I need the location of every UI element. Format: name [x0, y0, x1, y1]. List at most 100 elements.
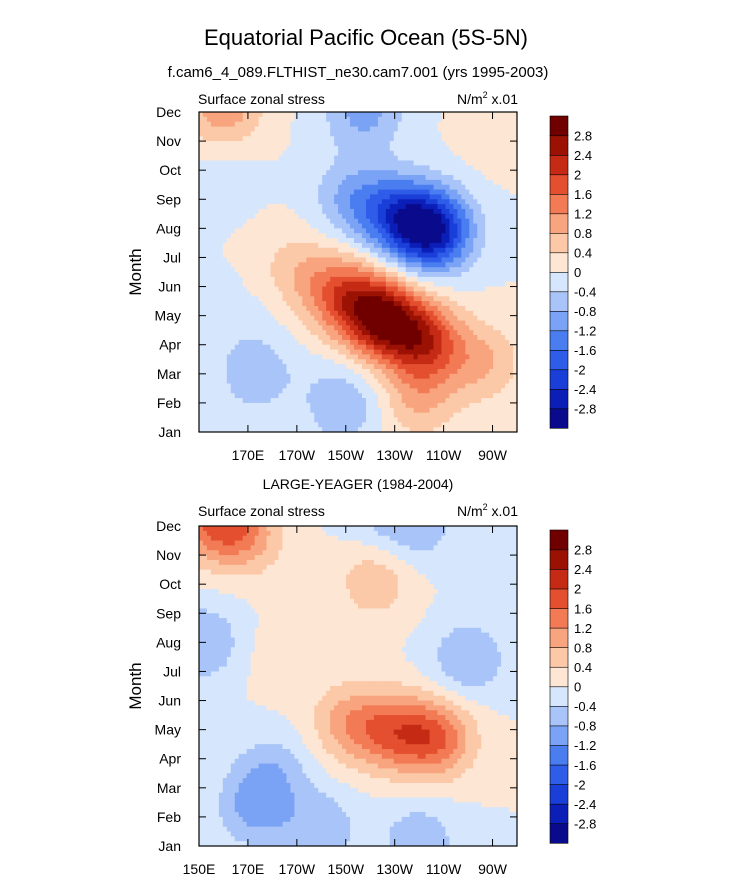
field-cell	[429, 272, 435, 278]
field-cell	[290, 112, 296, 118]
field-cell	[326, 199, 331, 205]
field-cell	[318, 412, 323, 419]
field-cell	[437, 276, 443, 283]
field-cell	[322, 228, 327, 234]
field-cell	[262, 320, 268, 326]
field-cell	[210, 398, 216, 404]
field-cell	[266, 339, 272, 346]
field-cell	[481, 242, 486, 249]
field-cell	[485, 121, 490, 128]
field-cell	[477, 398, 482, 404]
field-cell	[401, 276, 407, 283]
field-cell	[266, 228, 272, 234]
field-cell	[369, 349, 375, 356]
field-cell	[461, 291, 466, 297]
field-cell	[250, 175, 256, 181]
field-cell	[318, 257, 323, 263]
field-cell	[369, 364, 375, 370]
field-cell	[358, 126, 363, 132]
field-cell	[377, 427, 383, 432]
field-cell	[242, 407, 248, 414]
field-cell	[389, 262, 395, 268]
field-cell	[238, 116, 244, 123]
field-cell	[310, 223, 315, 229]
field-cell	[334, 305, 339, 312]
field-cell	[449, 286, 455, 292]
field-cell	[457, 189, 462, 196]
field-cell	[489, 373, 494, 380]
field-cell	[461, 359, 466, 365]
field-cell	[258, 262, 264, 268]
field-cell	[365, 427, 371, 432]
field-cell	[230, 373, 236, 380]
field-cell	[234, 165, 240, 171]
field-cell	[282, 160, 288, 166]
field-cell	[461, 160, 466, 166]
field-cell	[350, 349, 355, 356]
field-cell	[485, 398, 490, 404]
field-cell	[286, 136, 292, 142]
field-cell	[354, 291, 359, 297]
field-cell	[373, 218, 379, 225]
field-cell	[306, 359, 311, 365]
field-cell	[433, 296, 439, 302]
field-cell	[358, 296, 363, 302]
field-cell	[473, 238, 478, 244]
field-cell	[318, 267, 323, 273]
field-cell	[465, 165, 470, 171]
field-cell	[298, 272, 303, 278]
field-cell	[381, 272, 387, 278]
field-cell	[393, 354, 399, 360]
field-cell	[397, 145, 403, 152]
field-cell	[413, 417, 419, 423]
field-cell	[270, 145, 276, 152]
field-cell	[246, 281, 252, 288]
field-cell	[393, 170, 399, 176]
field-cell	[310, 320, 315, 326]
field-cell	[381, 184, 387, 191]
field-cell	[334, 276, 339, 283]
field-cell	[322, 407, 327, 414]
field-cell	[286, 335, 292, 341]
field-cell	[433, 199, 439, 205]
field-cell	[373, 272, 379, 278]
field-cell	[234, 281, 240, 288]
field-cell	[413, 247, 419, 254]
field-cell	[481, 364, 486, 370]
field-cell	[274, 320, 280, 326]
field-cell	[246, 238, 252, 244]
field-cell	[342, 305, 347, 312]
field-cell	[441, 339, 447, 346]
field-cell	[206, 427, 212, 432]
field-cell	[278, 354, 284, 360]
field-cell	[210, 364, 216, 370]
field-cell	[310, 335, 315, 341]
field-cell	[469, 126, 474, 132]
field-cell	[282, 368, 288, 375]
field-cell	[445, 427, 451, 432]
field-cell	[238, 330, 244, 336]
field-cell	[485, 330, 490, 336]
field-cell	[326, 378, 331, 385]
field-cell	[218, 422, 224, 428]
field-cell	[326, 315, 331, 322]
field-cell	[377, 233, 383, 239]
field-cell	[493, 417, 498, 423]
field-cell	[369, 238, 375, 244]
field-cell	[433, 272, 439, 278]
field-cell	[318, 150, 323, 157]
field-cell	[238, 247, 244, 254]
field-cell	[441, 378, 447, 385]
field-cell	[242, 116, 248, 123]
field-cell	[429, 315, 435, 322]
field-cell	[437, 349, 443, 356]
field-cell	[497, 179, 502, 186]
field-cell	[318, 116, 323, 123]
field-cell	[433, 126, 439, 132]
field-cell	[445, 378, 451, 385]
field-cell	[373, 339, 379, 346]
field-cell	[449, 204, 455, 210]
field-cell	[338, 218, 343, 225]
field-cell	[365, 257, 371, 263]
field-cell	[413, 296, 419, 302]
